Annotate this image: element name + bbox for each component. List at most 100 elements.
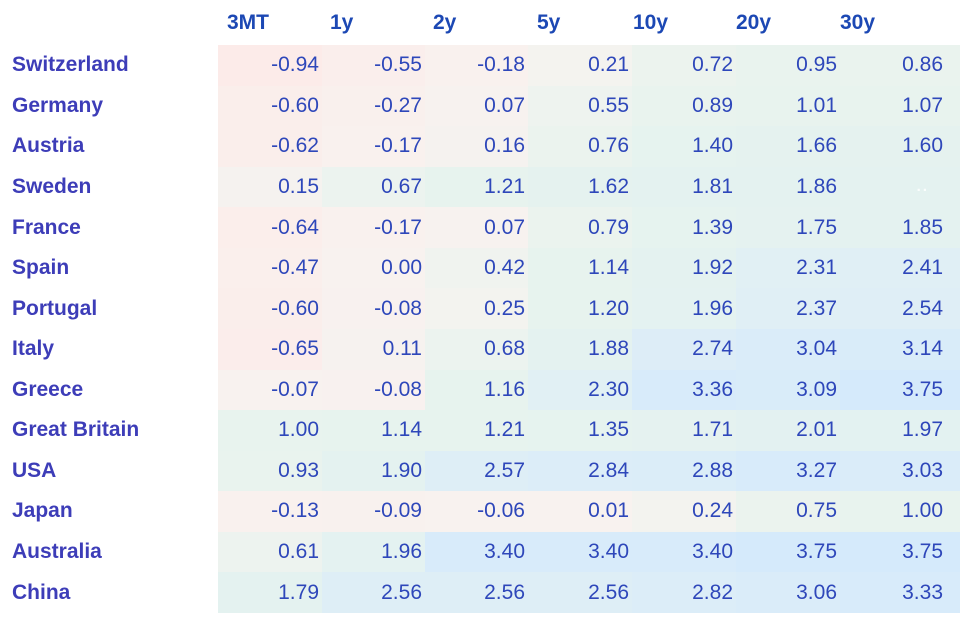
column-header-10y: 10y <box>633 10 669 34</box>
yield-cell: 1.01 <box>736 85 840 127</box>
yield-cell: 3.27 <box>736 450 840 492</box>
yield-cell: -0.06 <box>425 491 528 532</box>
column-header-2y: 2y <box>433 10 457 34</box>
yield-cell: 1.75 <box>736 207 840 248</box>
yield-cell: 3.36 <box>632 369 736 411</box>
yield-cell: 0.15 <box>218 166 322 208</box>
table-row: Great Britain 1.00 1.14 1.21 1.35 1.71 2.01 1.9… <box>0 410 960 451</box>
yield-cell: 0.93 <box>218 450 322 492</box>
yield-cell: -0.17 <box>322 207 425 248</box>
yield-cell: 1.35 <box>528 410 632 451</box>
yield-cell: 3.40 <box>528 531 632 573</box>
yield-cell: -0.60 <box>218 288 322 329</box>
yield-cell: 1.39 <box>632 207 736 248</box>
yield-cell: 1.16 <box>425 369 528 411</box>
yield-cell: 1.71 <box>632 410 736 451</box>
yield-cell: 1.97 <box>840 410 960 451</box>
table-body: Switzerland -0.94 -0.55 -0.18 0.21 0.72 0.95 0.… <box>0 45 960 613</box>
yield-cell: 3.40 <box>632 531 736 573</box>
row-label: Spain <box>0 247 218 289</box>
yield-cell: 1.92 <box>632 247 736 289</box>
yield-cell: -0.64 <box>218 207 322 248</box>
yield-cell: 3.33 <box>840 572 960 613</box>
row-label: Italy <box>0 328 218 370</box>
column-header-1y: 1y <box>330 10 354 34</box>
table-row: Italy -0.65 0.11 0.68 1.88 2.74 3.04 3.14 <box>0 328 960 370</box>
row-label: Australia <box>0 531 218 573</box>
yield-cell: 2.56 <box>425 572 528 613</box>
row-label: France <box>0 207 218 248</box>
yield-cell: 0.01 <box>528 491 632 532</box>
yield-cell: -0.18 <box>425 45 528 86</box>
yield-cell: 1.00 <box>218 410 322 451</box>
yield-cell: 1.90 <box>322 450 425 492</box>
yield-cell: 2.84 <box>528 450 632 492</box>
yield-cell: 1.14 <box>528 247 632 289</box>
row-label: Greece <box>0 369 218 411</box>
table-row: France -0.64 -0.17 0.07 0.79 1.39 1.75 1.85 <box>0 207 960 248</box>
yield-cell: 2.54 <box>840 288 960 329</box>
yield-cell: 1.85 <box>840 207 960 248</box>
yield-cell: 2.88 <box>632 450 736 492</box>
row-label: China <box>0 572 218 613</box>
yield-cell: 0.79 <box>528 207 632 248</box>
yield-cell: 0.25 <box>425 288 528 329</box>
yield-cell: 0.07 <box>425 85 528 127</box>
column-header-30y: 30y <box>840 10 876 34</box>
yield-cell: 1.21 <box>425 166 528 208</box>
yield-cell: -0.60 <box>218 85 322 127</box>
yield-cell: 1.96 <box>322 531 425 573</box>
yield-cell: -0.55 <box>322 45 425 86</box>
yield-cell: -0.17 <box>322 126 425 167</box>
yield-cell: 3.14 <box>840 328 960 370</box>
yield-cell: 0.42 <box>425 247 528 289</box>
yield-cell: 1.81 <box>632 166 736 208</box>
yield-cell: 1.96 <box>632 288 736 329</box>
yield-cell: 0.16 <box>425 126 528 167</box>
yield-cell: -0.08 <box>322 369 425 411</box>
yield-cell: 3.75 <box>840 531 960 573</box>
yield-cell: 3.03 <box>840 450 960 492</box>
yield-cell: -0.08 <box>322 288 425 329</box>
yield-cell: 2.56 <box>528 572 632 613</box>
yield-cell: 2.57 <box>425 450 528 492</box>
row-label: Portugal <box>0 288 218 329</box>
yield-cell: 1.21 <box>425 410 528 451</box>
empty-cell-marker: .. <box>916 178 929 196</box>
yield-cell: -0.62 <box>218 126 322 167</box>
yield-cell: 3.75 <box>736 531 840 573</box>
table-row: Germany -0.60 -0.27 0.07 0.55 0.89 1.01 1.07 <box>0 85 960 127</box>
yield-cell: 0.89 <box>632 85 736 127</box>
yield-cell: 1.66 <box>736 126 840 167</box>
row-label: Switzerland <box>0 45 218 86</box>
row-label: USA <box>0 450 218 492</box>
yield-cell: 1.14 <box>322 410 425 451</box>
yield-cell: 2.30 <box>528 369 632 411</box>
yield-cell: 0.86 <box>840 45 960 86</box>
yield-cell: 0.11 <box>322 328 425 370</box>
yield-cell: 3.09 <box>736 369 840 411</box>
table-row: Austria -0.62 -0.17 0.16 0.76 1.40 1.66 1.60 <box>0 126 960 167</box>
yield-cell: 2.37 <box>736 288 840 329</box>
table-row: Portugal -0.60 -0.08 0.25 1.20 1.96 2.37 2.54 <box>0 288 960 329</box>
yield-cell: 0.75 <box>736 491 840 532</box>
yield-cell: 2.82 <box>632 572 736 613</box>
yield-cell: 1.07 <box>840 85 960 127</box>
table-row: Australia 0.61 1.96 3.40 3.40 3.40 3.75 3.75 <box>0 531 960 573</box>
yield-cell: 1.88 <box>528 328 632 370</box>
yield-cell: 1.60 <box>840 126 960 167</box>
column-header-20y: 20y <box>736 10 772 34</box>
yield-cell: 1.79 <box>218 572 322 613</box>
yield-cell: 0.68 <box>425 328 528 370</box>
table-row: USA 0.93 1.90 2.57 2.84 2.88 3.27 3.03 <box>0 450 960 492</box>
yield-cell: 3.04 <box>736 328 840 370</box>
yield-cell: 0.07 <box>425 207 528 248</box>
row-label: Germany <box>0 85 218 127</box>
yield-cell: 0.76 <box>528 126 632 167</box>
table-row: Switzerland -0.94 -0.55 -0.18 0.21 0.72 0.95 0.… <box>0 45 960 86</box>
yield-cell: 0.21 <box>528 45 632 86</box>
yield-cell: 0.55 <box>528 85 632 127</box>
table-row: Greece -0.07 -0.08 1.16 2.30 3.36 3.09 3.75 <box>0 369 960 411</box>
yield-cell: 3.75 <box>840 369 960 411</box>
table-row: Sweden 0.15 0.67 1.21 1.62 1.81 1.86.. <box>0 166 960 208</box>
